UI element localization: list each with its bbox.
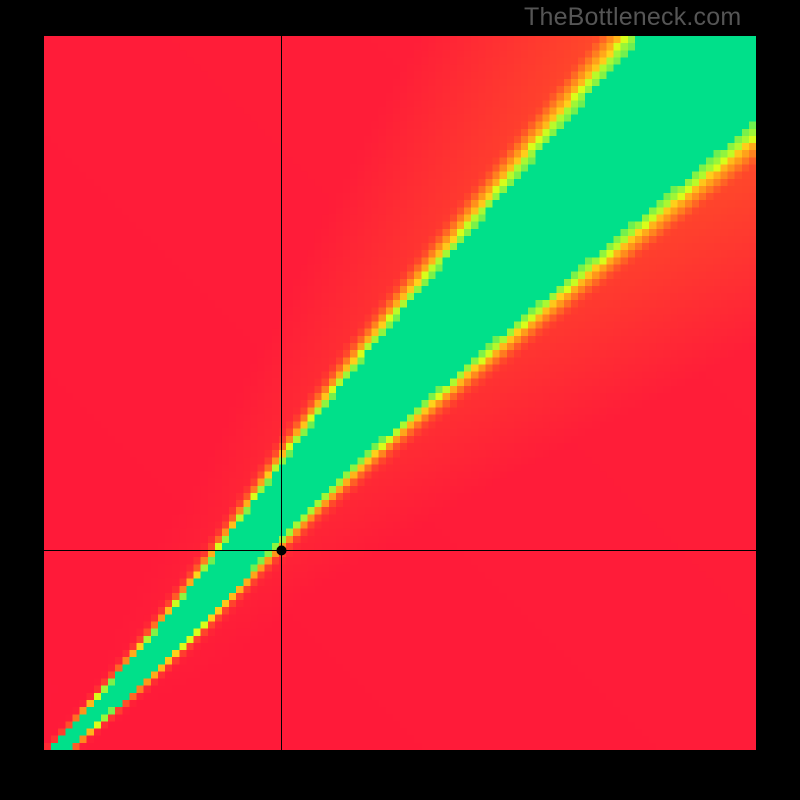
watermark-text: TheBottleneck.com	[524, 3, 741, 32]
chart-container: { "watermark": { "text": "TheBottleneck.…	[0, 0, 800, 800]
crosshair-overlay	[44, 36, 756, 750]
